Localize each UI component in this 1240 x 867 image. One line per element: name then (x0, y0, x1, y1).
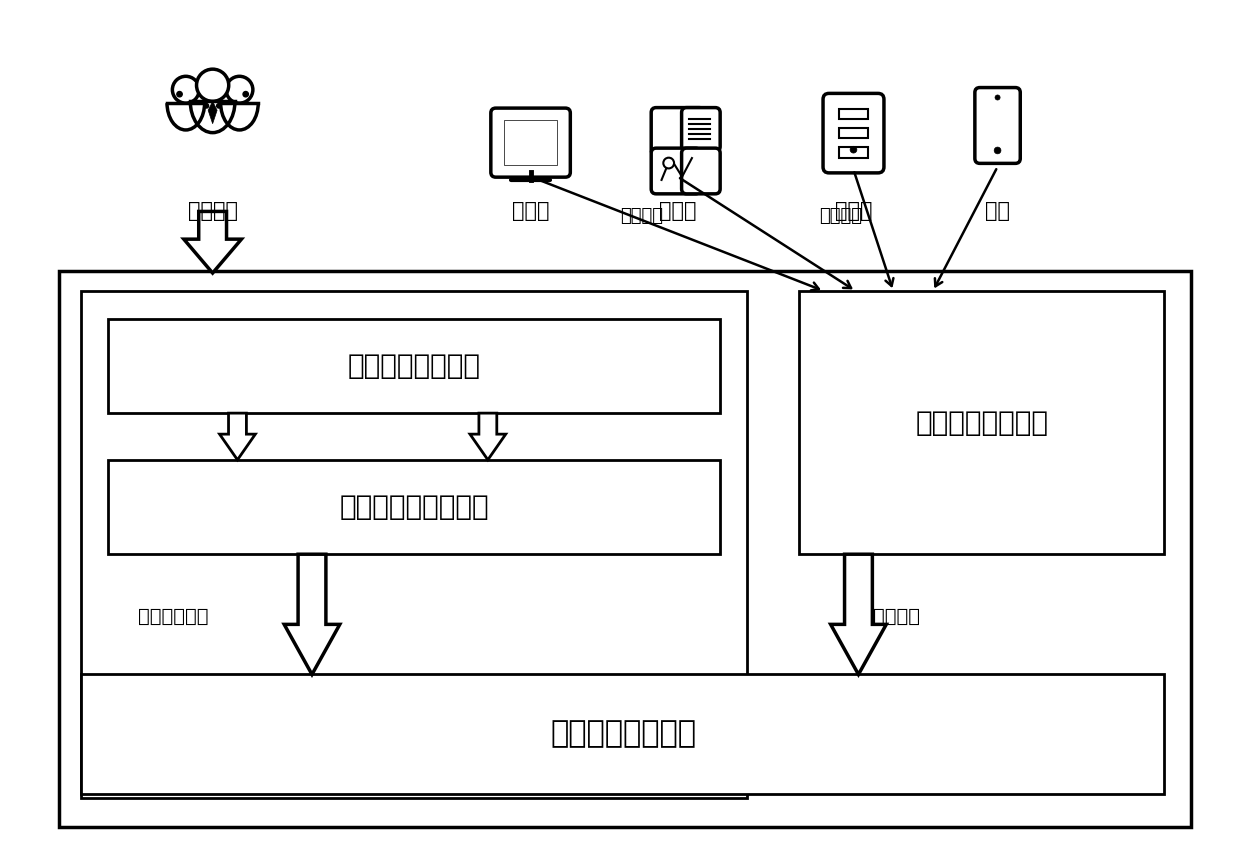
Bar (987, 101, 1008, 136)
Circle shape (994, 95, 1001, 100)
Text: 动态资源监测模块: 动态资源监测模块 (915, 408, 1048, 437)
FancyBboxPatch shape (682, 108, 720, 152)
Text: 资源状态: 资源状态 (620, 207, 663, 225)
Bar (82, 675, 1164, 793)
FancyBboxPatch shape (651, 108, 704, 155)
Text: 子任务依赖生成模块: 子任务依赖生成模块 (340, 493, 489, 521)
Circle shape (196, 69, 228, 101)
FancyBboxPatch shape (491, 108, 570, 177)
Text: 状态信息: 状态信息 (873, 607, 920, 626)
Bar (82, 291, 748, 798)
Circle shape (177, 92, 182, 97)
Bar (108, 319, 720, 414)
Polygon shape (184, 212, 242, 273)
FancyBboxPatch shape (975, 88, 1021, 163)
Text: 手机: 手机 (985, 201, 1011, 221)
Text: 计算机: 计算机 (512, 201, 549, 221)
FancyBboxPatch shape (682, 148, 720, 194)
Text: 资源状态: 资源状态 (818, 207, 862, 225)
Circle shape (663, 158, 675, 168)
Polygon shape (470, 414, 506, 460)
Circle shape (851, 147, 857, 153)
Text: 服务器: 服务器 (835, 201, 872, 221)
Text: 摄像头: 摄像头 (658, 201, 697, 221)
Polygon shape (284, 554, 340, 675)
Text: 原始任务映射模块: 原始任务映射模块 (348, 352, 481, 380)
Circle shape (994, 147, 1001, 153)
Circle shape (243, 92, 248, 97)
Bar (503, 120, 558, 166)
Polygon shape (831, 554, 887, 675)
Circle shape (217, 103, 221, 108)
Bar (839, 147, 868, 158)
Text: 子任务工作流: 子任务工作流 (138, 607, 208, 626)
Bar (839, 108, 868, 119)
Bar (108, 460, 720, 554)
Circle shape (226, 76, 253, 103)
FancyBboxPatch shape (651, 148, 701, 194)
Bar (58, 271, 1192, 827)
Bar (799, 291, 1164, 554)
Circle shape (172, 76, 200, 103)
FancyBboxPatch shape (823, 94, 884, 173)
Text: 用户任务: 用户任务 (187, 201, 238, 221)
Bar (839, 128, 868, 138)
Polygon shape (208, 101, 217, 124)
Circle shape (205, 103, 208, 108)
Text: 实时任务调度模块: 实时任务调度模块 (551, 720, 696, 748)
Polygon shape (219, 414, 255, 460)
